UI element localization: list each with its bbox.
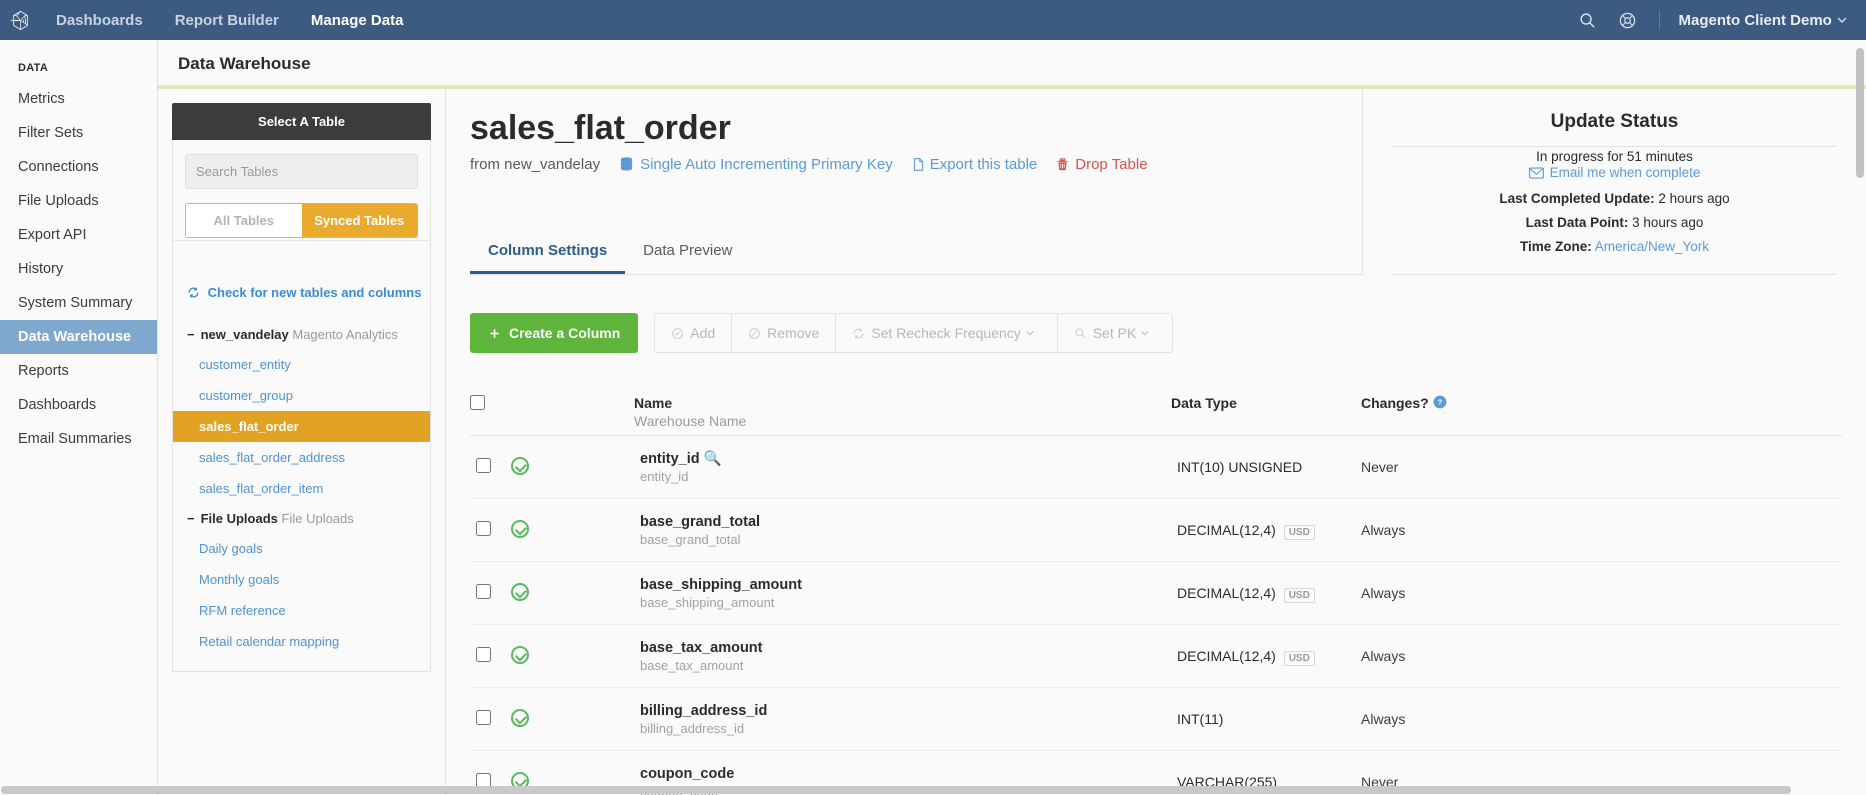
- svg-text:?: ?: [1437, 398, 1442, 407]
